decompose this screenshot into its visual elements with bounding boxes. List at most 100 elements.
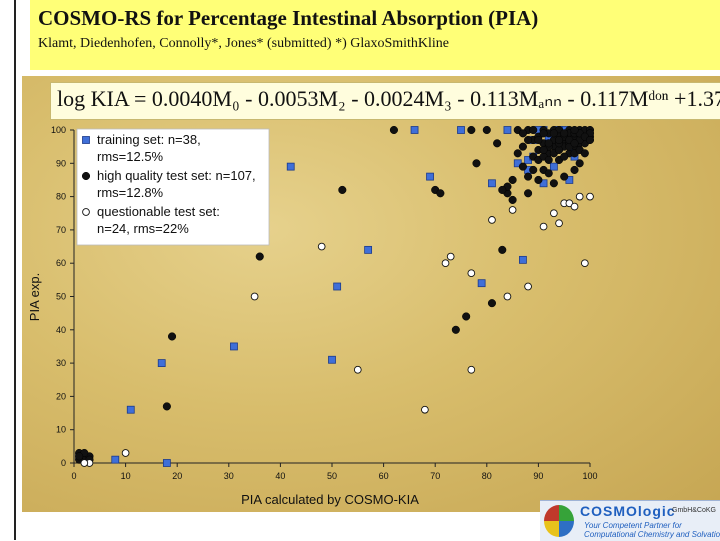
legend-high-quality-label: high quality test set: n=107, [97, 168, 256, 183]
high-quality-point [508, 195, 517, 204]
high-quality-point [487, 299, 497, 308]
high-quality-point [75, 452, 84, 461]
high-quality-point [529, 165, 538, 175]
high-quality-point [524, 189, 533, 198]
high-quality-point [554, 135, 564, 145]
questionable-point [524, 282, 532, 291]
high-quality-point [560, 129, 569, 138]
x-axis-label: PIA calculated by COSMO-KIA [241, 492, 419, 507]
legend-box [76, 128, 270, 246]
questionable-point [570, 202, 579, 211]
y-tick-label: 30 [56, 358, 66, 368]
questionable-point [580, 259, 589, 268]
high-quality-point [570, 139, 579, 148]
x-tick-label: 30 [224, 471, 234, 481]
legend-high-quality-marker [81, 171, 91, 181]
high-quality-point [498, 245, 507, 254]
questionable-point [250, 292, 259, 301]
high-quality-point [498, 185, 507, 194]
high-quality-point [255, 252, 264, 261]
logo-name: COSMOlogic [580, 503, 676, 519]
y-tick-label: 10 [56, 425, 66, 435]
training-point [162, 459, 171, 467]
training-point [111, 455, 120, 464]
questionable-point [446, 252, 455, 261]
x-tick-label: 50 [327, 471, 337, 481]
questionable-point [121, 449, 130, 457]
legend-training-label: training set: n=38, [97, 132, 201, 147]
high-quality-point [534, 135, 543, 145]
questionable-point [503, 292, 512, 301]
y-tick-label: 50 [56, 292, 66, 302]
x-tick-label: 10 [121, 471, 131, 481]
high-quality-point [472, 159, 481, 168]
y-tick-label: 70 [56, 225, 66, 235]
high-quality-point [570, 125, 579, 135]
training-point [364, 245, 373, 254]
high-quality-point [518, 162, 527, 171]
high-quality-point [560, 152, 569, 161]
training-point [488, 179, 496, 188]
high-quality-point [549, 179, 558, 188]
high-quality-point [529, 125, 538, 135]
high-quality-point [467, 125, 476, 135]
x-tick-label: 20 [172, 471, 182, 481]
questionable-point [467, 365, 476, 374]
high-quality-point [549, 129, 558, 138]
logo-mark-icon [544, 505, 574, 537]
y-axis-label: PIA exp. [27, 273, 42, 321]
high-quality-point [451, 325, 460, 334]
training-point [519, 255, 527, 264]
training-point [126, 405, 135, 414]
y-tick-label: 90 [56, 158, 66, 168]
high-quality-point [539, 145, 548, 155]
legend-questionable-label: n=24, rms=22% [97, 221, 189, 236]
questionable-point [441, 259, 450, 268]
high-quality-point [462, 312, 471, 321]
slide-subtitle: Klamt, Diedenhofen, Connolly*, Jones* (s… [38, 36, 450, 51]
questionable-point [555, 219, 563, 228]
training-point [457, 126, 465, 134]
title-banner: COSMO-RS for Percentage Intestinal Absor… [30, 0, 720, 70]
high-quality-point [167, 332, 177, 341]
high-quality-point [518, 129, 527, 138]
training-point [328, 355, 336, 364]
training-point [333, 282, 342, 291]
questionable-point [353, 365, 362, 374]
x-tick-label: 70 [430, 471, 440, 481]
left-rule [14, 0, 16, 540]
questionable-point [80, 459, 89, 467]
high-quality-point [560, 172, 569, 181]
high-quality-point [482, 125, 491, 135]
x-tick-label: 0 [71, 471, 76, 481]
questionable-point [586, 192, 594, 201]
high-quality-point [544, 139, 553, 148]
training-point [426, 172, 434, 181]
high-quality-point [539, 129, 548, 138]
questionable-point [508, 206, 517, 214]
questionable-point [539, 222, 548, 231]
legend-high-quality-label: rms=12.8% [97, 185, 164, 200]
y-tick-label: 20 [56, 391, 66, 401]
training-point [410, 126, 419, 134]
high-quality-point [570, 165, 579, 175]
questionable-point [467, 269, 476, 278]
high-quality-point [524, 135, 533, 145]
training-point [230, 342, 238, 351]
logo-tagline-1: Your Competent Partner for [584, 521, 682, 530]
y-tick-label: 60 [56, 258, 66, 268]
cosmologic-logo: COSMOlogic GmbH&CoKG Your Competent Part… [540, 500, 720, 541]
slide-title: COSMO-RS for Percentage Intestinal Absor… [38, 6, 539, 30]
x-tick-label: 40 [275, 471, 285, 481]
training-point [503, 126, 512, 134]
questionable-point [421, 405, 429, 414]
x-tick-label: 60 [379, 471, 389, 481]
legend-training-label: rms=12.5% [97, 149, 164, 164]
y-tick-label: 100 [51, 125, 66, 135]
x-tick-label: 100 [582, 471, 597, 481]
legend-training-marker [82, 136, 90, 144]
high-quality-point [585, 135, 595, 145]
high-quality-point [338, 185, 347, 194]
high-quality-point [575, 159, 584, 168]
